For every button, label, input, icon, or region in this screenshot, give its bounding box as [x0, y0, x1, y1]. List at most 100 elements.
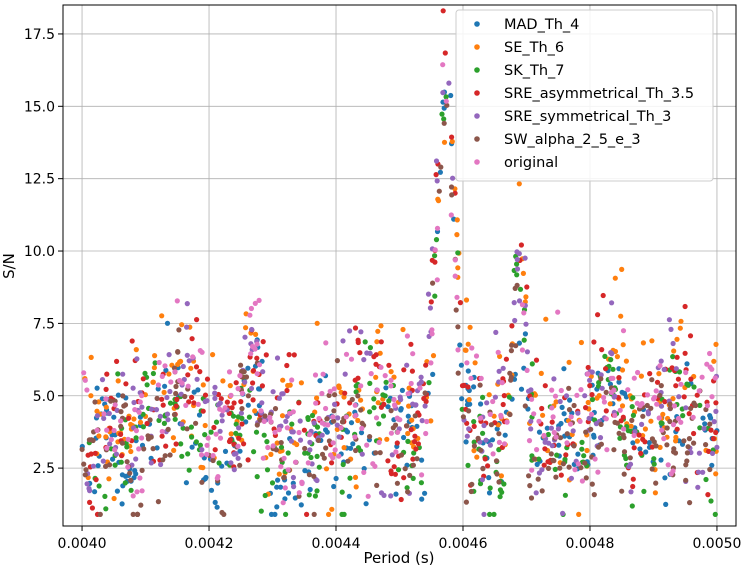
- data-point: [89, 505, 95, 511]
- data-point: [455, 347, 461, 353]
- data-point: [194, 317, 200, 323]
- data-point: [326, 511, 332, 517]
- data-point: [411, 450, 417, 456]
- data-point: [195, 401, 201, 407]
- data-point: [707, 350, 713, 357]
- data-point: [433, 237, 440, 243]
- data-point: [423, 430, 429, 437]
- data-point: [579, 478, 586, 484]
- data-point: [691, 384, 697, 390]
- data-point: [640, 413, 646, 419]
- x-axis-ticks: 0.0040 0.0042 0.0044 0.0046 0.0048 0.0050: [58, 526, 741, 552]
- data-point: [528, 426, 534, 432]
- data-point: [708, 427, 714, 433]
- data-point: [473, 353, 480, 359]
- data-point: [314, 320, 320, 326]
- data-point: [307, 447, 313, 453]
- data-point: [388, 468, 394, 474]
- data-point: [180, 363, 186, 370]
- data-point: [617, 407, 623, 413]
- data-point: [562, 456, 568, 462]
- data-point: [111, 427, 117, 434]
- data-point: [193, 420, 199, 426]
- data-point: [118, 459, 124, 465]
- data-point: [103, 463, 109, 469]
- data-point: [332, 392, 338, 398]
- data-point: [448, 212, 454, 218]
- data-point: [96, 433, 102, 439]
- data-point: [378, 323, 384, 329]
- data-point: [268, 419, 274, 425]
- legend-marker: [474, 21, 480, 27]
- data-point: [696, 450, 703, 456]
- data-point: [571, 443, 577, 449]
- data-point: [616, 375, 622, 381]
- data-point: [646, 440, 652, 446]
- data-point: [348, 445, 354, 451]
- data-point: [222, 448, 229, 454]
- data-point: [629, 404, 635, 410]
- data-point: [120, 393, 126, 399]
- data-point: [578, 339, 585, 346]
- data-point: [325, 422, 331, 428]
- data-point: [375, 328, 381, 334]
- data-point: [494, 426, 500, 432]
- data-point: [388, 493, 394, 499]
- data-point: [471, 443, 477, 449]
- data-point: [708, 498, 714, 504]
- data-point: [195, 387, 201, 393]
- data-point: [246, 414, 252, 420]
- data-point: [342, 371, 348, 377]
- data-point: [101, 411, 107, 417]
- data-point: [137, 475, 143, 481]
- data-point: [600, 292, 606, 299]
- data-point: [290, 429, 296, 435]
- data-point: [248, 351, 254, 357]
- data-point: [173, 390, 179, 397]
- data-point: [398, 406, 404, 412]
- data-point: [165, 426, 171, 432]
- data-point: [500, 365, 506, 371]
- data-point: [237, 373, 243, 379]
- data-point: [619, 266, 625, 272]
- data-point: [434, 178, 440, 184]
- data-point: [186, 399, 192, 405]
- data-point: [685, 382, 691, 388]
- data-point: [314, 453, 320, 459]
- data-point: [139, 393, 145, 399]
- data-point: [459, 396, 465, 402]
- data-point: [593, 421, 600, 427]
- data-point: [284, 362, 290, 369]
- data-point: [620, 328, 627, 334]
- data-point: [637, 446, 643, 452]
- data-point: [155, 386, 161, 392]
- data-point: [404, 333, 410, 339]
- data-point: [163, 367, 169, 373]
- data-point: [316, 464, 322, 470]
- data-point: [671, 403, 678, 409]
- data-point: [202, 422, 208, 429]
- data-point: [397, 394, 403, 400]
- data-point: [494, 471, 500, 477]
- data-point: [497, 353, 503, 359]
- data-point: [432, 247, 438, 253]
- data-point: [514, 282, 520, 288]
- data-point: [493, 329, 499, 335]
- data-point: [374, 482, 380, 488]
- data-point: [299, 480, 305, 487]
- data-point: [503, 356, 509, 362]
- data-point: [621, 390, 628, 396]
- x-tick-label: 0.0048: [565, 536, 614, 552]
- data-point: [346, 493, 352, 499]
- data-point: [428, 299, 434, 305]
- data-point: [159, 428, 165, 435]
- data-point: [281, 455, 287, 461]
- data-point: [614, 354, 621, 360]
- data-point: [416, 381, 422, 387]
- y-tick-label: 15.0: [24, 99, 55, 115]
- data-point: [514, 266, 521, 272]
- data-point: [486, 392, 492, 398]
- data-point: [401, 367, 407, 373]
- y-tick-label: 17.5: [24, 27, 55, 43]
- data-point: [552, 393, 559, 399]
